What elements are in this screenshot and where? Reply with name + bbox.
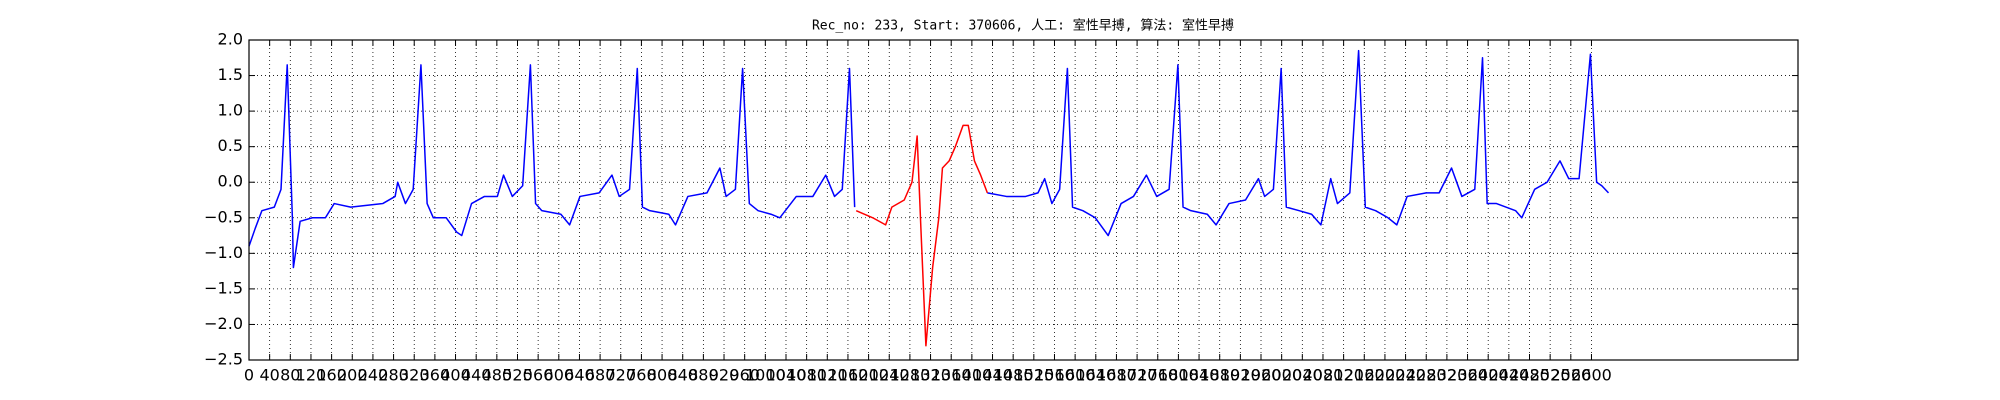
x-tick-label: 360: [420, 366, 451, 385]
x-tick-label: 640: [564, 366, 595, 385]
x-tick-label: 1960: [1241, 366, 1282, 385]
x-tick-label: 840: [667, 366, 698, 385]
x-tick-label: 2400: [1468, 366, 1509, 385]
y-tick-label: −0.5: [204, 207, 243, 226]
x-tick-label: 2320: [1427, 366, 1468, 385]
chart-title: Rec_no: 233, Start: 370606, 人工: 室性早搏, 算法…: [812, 18, 1234, 34]
y-tick-label: −1.0: [204, 243, 243, 262]
x-tick-label: 1640: [1075, 366, 1116, 385]
x-tick-label: 1320: [910, 366, 951, 385]
x-tick-label: 1360: [931, 366, 972, 385]
y-tick-label: 1.5: [218, 65, 243, 84]
x-tick-label: 1160: [828, 366, 869, 385]
x-tick-label: 1840: [1179, 366, 1220, 385]
x-tick-label: 480: [482, 366, 513, 385]
x-tick-label: 2520: [1530, 366, 1571, 385]
x-tick-label: 400: [440, 366, 471, 385]
x-tick-label: 240: [358, 366, 389, 385]
plot-frame: [248, 39, 1799, 361]
x-tick-label: 1800: [1158, 366, 1199, 385]
y-tick-label: −2.0: [204, 314, 243, 333]
x-tick-label: 2240: [1385, 366, 1426, 385]
x-tick-label: 40: [259, 366, 279, 385]
x-tick-label: 2360: [1447, 366, 1488, 385]
x-tick-label: 680: [585, 366, 616, 385]
x-tick-label: 160: [316, 366, 347, 385]
x-tick-label: 1040: [766, 366, 807, 385]
x-tick-label: 200: [337, 366, 368, 385]
ecg-line: [248, 49, 1610, 269]
x-tick-label: 1280: [890, 366, 931, 385]
x-tick-label: 800: [647, 366, 678, 385]
x-tick-label: 2000: [1261, 366, 1302, 385]
x-tick-label: 1480: [993, 366, 1034, 385]
x-tick-label: 760: [626, 366, 657, 385]
x-tick-label: 1120: [807, 366, 848, 385]
x-tick-label: 2480: [1509, 366, 1550, 385]
x-tick-label: 2160: [1344, 366, 1385, 385]
x-tick-label: 2600: [1571, 366, 1612, 385]
x-tick-label: 2040: [1282, 366, 1323, 385]
x-tick-label: 920: [709, 366, 740, 385]
y-tick-label: −2.5: [204, 350, 243, 369]
y-tick-label: 2.0: [218, 30, 243, 49]
x-tick-label: 1760: [1137, 366, 1178, 385]
x-tick-label: 80: [280, 366, 300, 385]
x-tick-label: 2080: [1303, 366, 1344, 385]
x-tick-label: 1600: [1055, 366, 1096, 385]
x-tick-label: 1400: [952, 366, 993, 385]
x-tick-label: 2200: [1365, 366, 1406, 385]
x-tick-label: 880: [688, 366, 719, 385]
x-tick-label: 1680: [1096, 366, 1137, 385]
x-tick-label: 1520: [1013, 366, 1054, 385]
x-tick-label: 1080: [786, 366, 827, 385]
x-tick-label: 2120: [1323, 366, 1364, 385]
x-tick-label: 1560: [1034, 366, 1075, 385]
x-tick-label: 1880: [1199, 366, 1240, 385]
y-tick-label: 0.5: [218, 136, 243, 155]
x-tick-label: 440: [461, 366, 492, 385]
x-tick-label: 1240: [869, 366, 910, 385]
x-tick-label: 960: [729, 366, 760, 385]
x-tick-label: 720: [605, 366, 636, 385]
x-tick-label: 1720: [1117, 366, 1158, 385]
x-tick-label: 2560: [1550, 366, 1591, 385]
x-tick-label: 520: [502, 366, 533, 385]
x-tick-label: 1200: [848, 366, 889, 385]
x-tick-label: 1440: [972, 366, 1013, 385]
x-tick-label: 120: [296, 366, 327, 385]
x-tick-label: 1920: [1220, 366, 1261, 385]
x-tick-label: 2440: [1488, 366, 1529, 385]
x-tick-label: 320: [399, 366, 430, 385]
x-tick-label: 600: [544, 366, 575, 385]
x-tick-label: 560: [523, 366, 554, 385]
x-tick-label: 2280: [1406, 366, 1447, 385]
y-tick-label: 1.0: [218, 101, 243, 120]
y-tick-label: −1.5: [204, 278, 243, 297]
x-tick-label: 0: [244, 366, 254, 385]
y-tick-label: 0.0: [218, 172, 243, 191]
ecg-line: [855, 124, 989, 347]
x-tick-label: 280: [378, 366, 409, 385]
x-tick-label: 1000: [745, 366, 786, 385]
